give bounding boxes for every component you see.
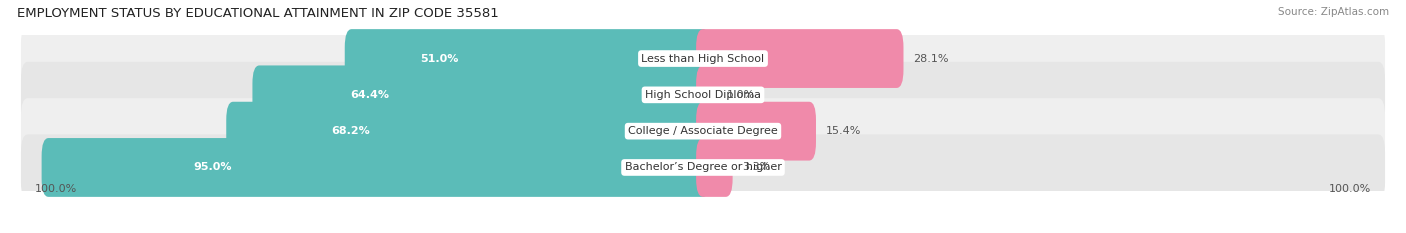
Text: 1.0%: 1.0% xyxy=(727,90,755,100)
FancyBboxPatch shape xyxy=(344,29,710,88)
Text: 64.4%: 64.4% xyxy=(350,90,389,100)
FancyBboxPatch shape xyxy=(696,102,815,161)
Text: 95.0%: 95.0% xyxy=(193,162,232,172)
Text: 51.0%: 51.0% xyxy=(420,54,458,64)
FancyBboxPatch shape xyxy=(42,138,710,197)
Text: Source: ZipAtlas.com: Source: ZipAtlas.com xyxy=(1278,7,1389,17)
Text: Less than High School: Less than High School xyxy=(641,54,765,64)
FancyBboxPatch shape xyxy=(21,25,1385,92)
FancyBboxPatch shape xyxy=(696,138,733,197)
FancyBboxPatch shape xyxy=(21,98,1385,164)
Text: 68.2%: 68.2% xyxy=(332,126,370,136)
FancyBboxPatch shape xyxy=(21,134,1385,201)
Text: Bachelor’s Degree or higher: Bachelor’s Degree or higher xyxy=(624,162,782,172)
FancyBboxPatch shape xyxy=(696,29,904,88)
Text: 100.0%: 100.0% xyxy=(35,184,77,194)
FancyBboxPatch shape xyxy=(226,102,710,161)
Text: 28.1%: 28.1% xyxy=(912,54,949,64)
Text: 3.3%: 3.3% xyxy=(742,162,770,172)
FancyBboxPatch shape xyxy=(21,62,1385,128)
Text: College / Associate Degree: College / Associate Degree xyxy=(628,126,778,136)
Text: 15.4%: 15.4% xyxy=(825,126,860,136)
FancyBboxPatch shape xyxy=(253,65,710,124)
Text: EMPLOYMENT STATUS BY EDUCATIONAL ATTAINMENT IN ZIP CODE 35581: EMPLOYMENT STATUS BY EDUCATIONAL ATTAINM… xyxy=(17,7,499,20)
Text: 100.0%: 100.0% xyxy=(1329,184,1371,194)
Text: High School Diploma: High School Diploma xyxy=(645,90,761,100)
FancyBboxPatch shape xyxy=(696,65,717,124)
